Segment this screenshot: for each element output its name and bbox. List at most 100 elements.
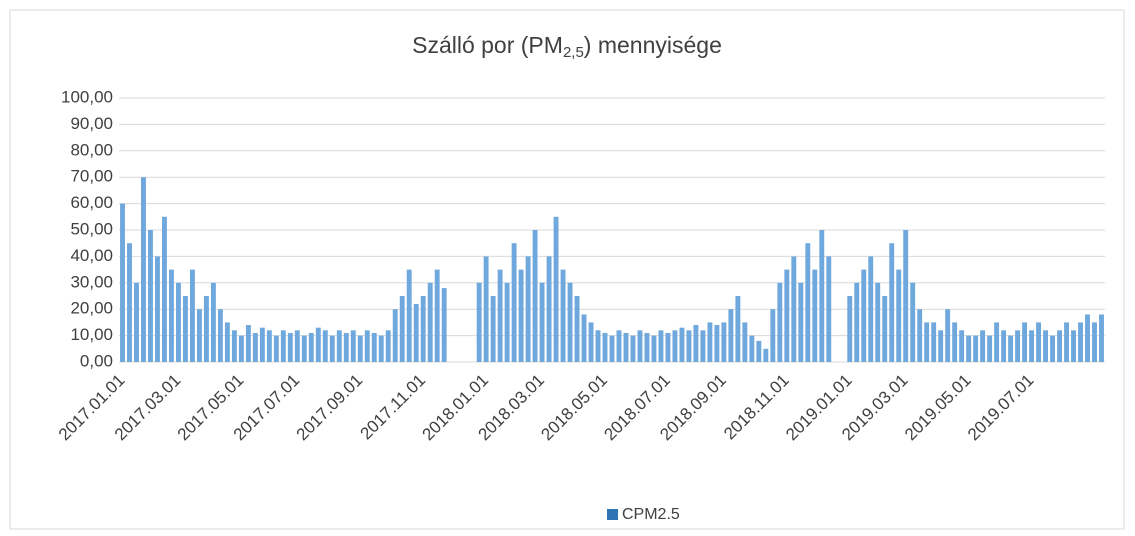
bar [182, 296, 188, 362]
bar [336, 330, 342, 362]
bar [350, 330, 356, 362]
bar [343, 332, 349, 362]
bar [399, 296, 405, 362]
bar [903, 230, 909, 362]
bar [735, 296, 741, 362]
bar [273, 335, 279, 362]
bar [357, 335, 363, 362]
bar [938, 330, 944, 362]
bar [148, 230, 153, 362]
bar [826, 256, 832, 362]
bar [777, 282, 783, 362]
bar [210, 282, 216, 362]
bar [672, 330, 678, 362]
bar [266, 330, 272, 362]
bar [966, 335, 972, 362]
bar [539, 282, 545, 362]
title-subscript: 2,5 [563, 44, 584, 61]
bar [875, 282, 881, 362]
bar [679, 327, 685, 362]
bar [504, 282, 510, 362]
bar [553, 216, 559, 362]
bar [287, 332, 293, 362]
bar [413, 303, 419, 362]
bar [847, 296, 853, 362]
bar [1064, 322, 1069, 362]
bar [203, 296, 209, 362]
bar [728, 309, 734, 362]
bar [406, 269, 412, 362]
bar [231, 330, 237, 362]
bar [658, 330, 664, 362]
y-tick-label: 10,00 [70, 325, 113, 344]
bar [434, 269, 440, 362]
bar [693, 325, 699, 362]
bar [385, 330, 391, 362]
legend-swatch [607, 509, 618, 520]
bar [959, 330, 965, 362]
bar [588, 322, 594, 362]
bar [189, 269, 195, 362]
y-tick-label: 0,00 [80, 351, 113, 370]
bar [791, 256, 797, 362]
bar [630, 335, 636, 362]
bar [756, 340, 762, 362]
bar [763, 348, 769, 362]
bar [532, 230, 538, 362]
bar [714, 325, 720, 362]
bar [378, 335, 384, 362]
bar [644, 332, 650, 362]
bar [623, 332, 629, 362]
bar [224, 322, 230, 362]
bar [252, 332, 258, 362]
bar [560, 269, 566, 362]
bar [567, 282, 573, 362]
bar [994, 322, 1000, 362]
bar [700, 330, 706, 362]
bar [651, 335, 657, 362]
bar [483, 256, 489, 362]
y-tick-label: 20,00 [70, 299, 113, 318]
bar [721, 322, 727, 362]
bar [301, 335, 307, 362]
bar [196, 309, 202, 362]
bar [518, 269, 524, 362]
bar [980, 330, 986, 362]
bar [525, 256, 531, 362]
y-tick-label: 90,00 [70, 114, 113, 133]
bar [861, 269, 867, 362]
bar [155, 256, 160, 362]
bar [134, 282, 139, 362]
bar [812, 269, 818, 362]
bar [1085, 314, 1090, 362]
bar [364, 330, 370, 362]
y-tick-label: 80,00 [70, 140, 113, 159]
bar [1022, 322, 1028, 362]
bar [581, 314, 587, 362]
bar [1008, 335, 1014, 362]
bar [952, 322, 958, 362]
bar [441, 288, 447, 362]
bar [476, 282, 482, 362]
chart-title: Szálló por (PM2,5) mennyisége [412, 32, 722, 61]
bar [924, 322, 930, 362]
bar [546, 256, 552, 362]
bar [420, 296, 426, 362]
title-part: Szálló por (PM [412, 32, 563, 58]
bar [707, 322, 713, 362]
bar [1099, 314, 1104, 362]
bar [245, 325, 251, 362]
bar [308, 332, 314, 362]
bar [945, 309, 951, 362]
bar [665, 332, 671, 362]
bar [120, 203, 125, 362]
bar [1001, 330, 1007, 362]
bar [497, 269, 503, 362]
bar [805, 243, 811, 362]
bar [616, 330, 622, 362]
bar [742, 322, 748, 362]
bar [1029, 330, 1035, 362]
bar [371, 332, 377, 362]
y-tick-label: 70,00 [70, 167, 113, 186]
